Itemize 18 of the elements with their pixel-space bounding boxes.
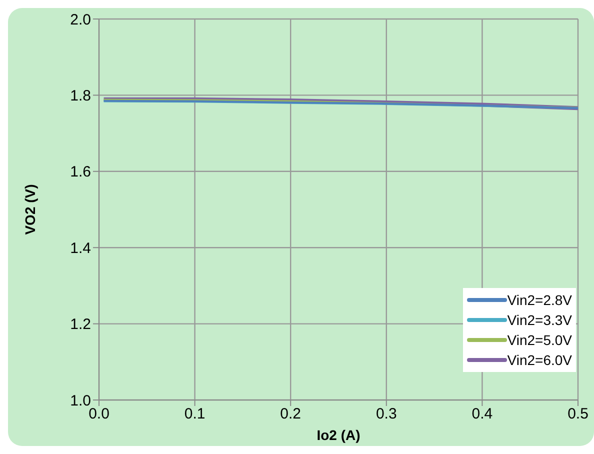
y-tick-label: 1.8 [70, 88, 91, 105]
legend-label: Vin2=6.0V [507, 351, 572, 370]
y-tick-label: 2.0 [70, 11, 91, 28]
y-tick-label: 1.0 [70, 392, 91, 410]
x-axis-title: Io2 (A) [316, 427, 360, 443]
legend-label: Vin2=2.8V [507, 291, 572, 310]
legend-label: Vin2=3.3V [507, 311, 572, 330]
y-tick-label: 1.4 [70, 240, 91, 257]
y-axis-title: VO2 (V) [22, 184, 38, 235]
x-tick-label: 0.3 [376, 406, 397, 423]
x-tick-label: 0.1 [184, 406, 206, 423]
x-tick-label: 0.4 [472, 406, 493, 423]
legend-label: Vin2=5.0V [507, 331, 572, 350]
y-tick-label: 1.2 [70, 316, 91, 334]
x-tick-label: 0.2 [280, 406, 302, 423]
x-tick-label: 0.5 [568, 406, 588, 423]
y-tick-label: 1.6 [70, 164, 91, 181]
x-tick-label: 0.0 [88, 406, 110, 423]
